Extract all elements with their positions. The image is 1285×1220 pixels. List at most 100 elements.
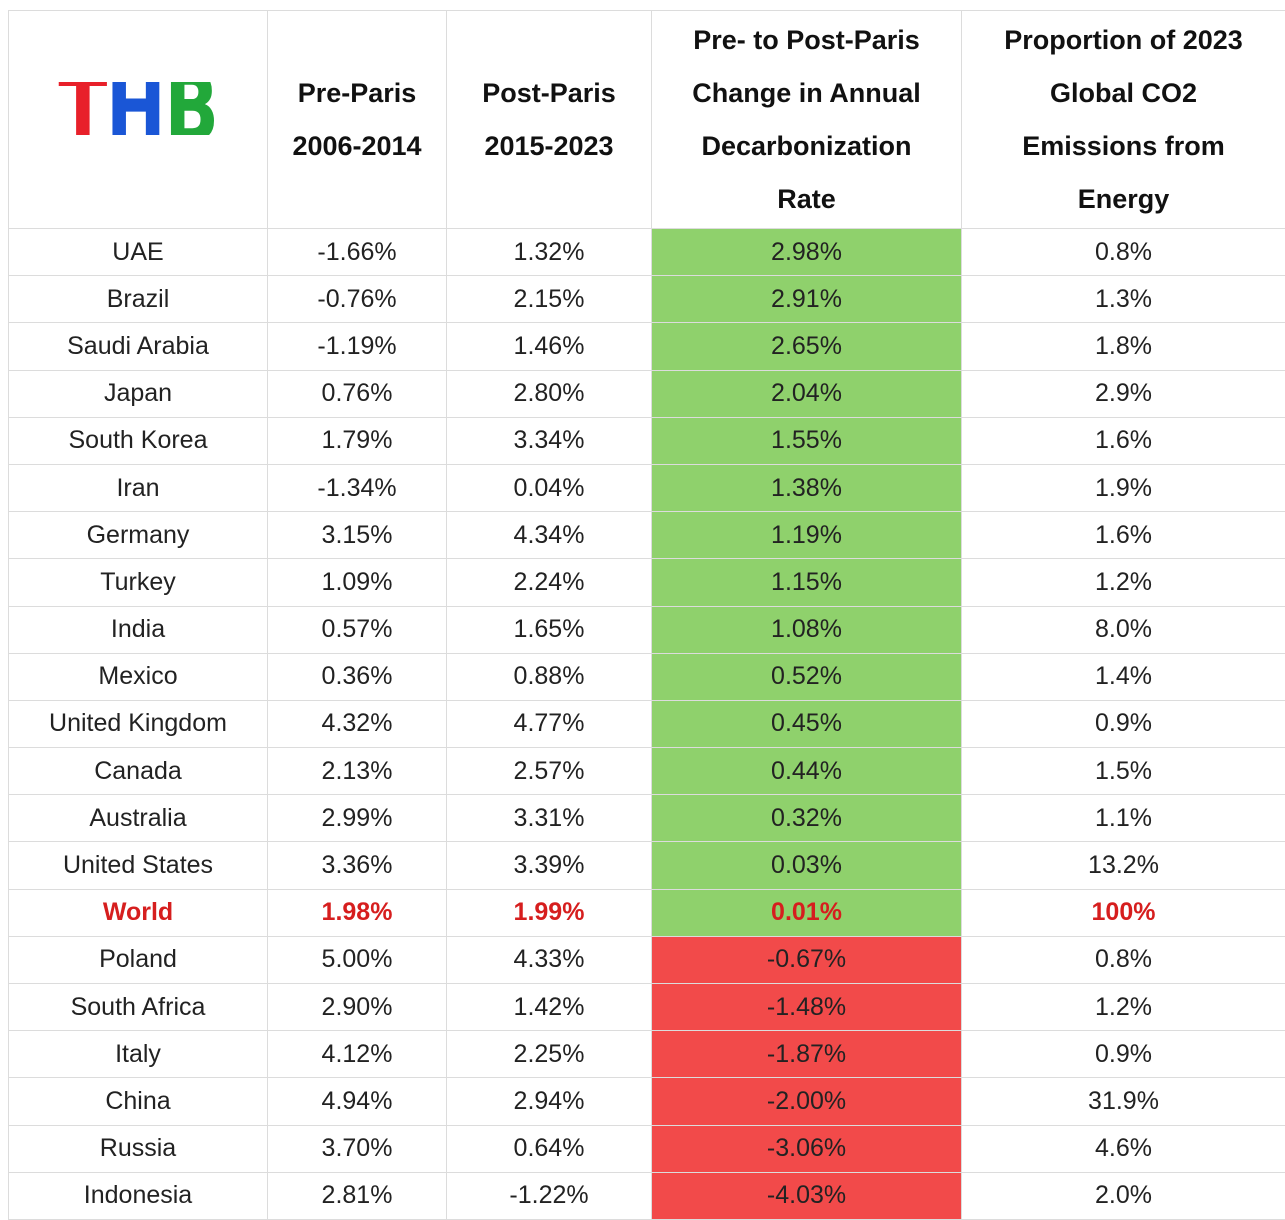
value-cell: 3.36% xyxy=(268,842,447,889)
country-cell: Indonesia xyxy=(9,1172,268,1219)
value-cell: 2.25% xyxy=(447,1031,652,1078)
value-cell: 4.6% xyxy=(962,1125,1285,1172)
value-cell: 1.98% xyxy=(268,889,447,936)
country-cell: South Korea xyxy=(9,417,268,464)
value-cell: 0.03% xyxy=(652,842,962,889)
value-cell: 1.2% xyxy=(962,984,1285,1031)
table-body: UAE-1.66%1.32%2.98%0.8%Brazil-0.76%2.15%… xyxy=(9,229,1285,1220)
value-cell: 0.64% xyxy=(447,1125,652,1172)
value-cell: 1.65% xyxy=(447,606,652,653)
value-cell: 1.5% xyxy=(962,748,1285,795)
country-cell: Canada xyxy=(9,748,268,795)
value-cell: 0.8% xyxy=(962,936,1285,983)
value-cell: 0.88% xyxy=(447,653,652,700)
value-cell: 2.9% xyxy=(962,370,1285,417)
value-cell: -0.67% xyxy=(652,936,962,983)
value-cell: 2.98% xyxy=(652,229,962,276)
country-cell: Turkey xyxy=(9,559,268,606)
value-cell: 1.4% xyxy=(962,653,1285,700)
value-cell: 0.8% xyxy=(962,229,1285,276)
value-cell: -1.66% xyxy=(268,229,447,276)
country-cell: Mexico xyxy=(9,653,268,700)
value-cell: 1.6% xyxy=(962,512,1285,559)
value-cell: 0.45% xyxy=(652,700,962,747)
country-cell: Russia xyxy=(9,1125,268,1172)
value-cell: -1.19% xyxy=(268,323,447,370)
value-cell: 2.94% xyxy=(447,1078,652,1125)
value-cell: 0.57% xyxy=(268,606,447,653)
value-cell: 1.08% xyxy=(652,606,962,653)
value-cell: 1.46% xyxy=(447,323,652,370)
value-cell: 1.6% xyxy=(962,417,1285,464)
value-cell: 1.32% xyxy=(447,229,652,276)
value-cell: 2.57% xyxy=(447,748,652,795)
value-cell: 2.13% xyxy=(268,748,447,795)
logo-cell: THB xyxy=(9,11,268,229)
value-cell: 1.38% xyxy=(652,464,962,511)
value-cell: 1.15% xyxy=(652,559,962,606)
column-header: Pre- to Post-Paris Change in Annual Deca… xyxy=(652,11,962,229)
value-cell: 4.34% xyxy=(447,512,652,559)
value-cell: 1.8% xyxy=(962,323,1285,370)
value-cell: -1.48% xyxy=(652,984,962,1031)
value-cell: 2.04% xyxy=(652,370,962,417)
country-cell: United Kingdom xyxy=(9,700,268,747)
value-cell: 2.0% xyxy=(962,1172,1285,1219)
country-cell: Japan xyxy=(9,370,268,417)
table-row: Brazil-0.76%2.15%2.91%1.3% xyxy=(9,276,1285,323)
value-cell: 5.00% xyxy=(268,936,447,983)
value-cell: 2.15% xyxy=(447,276,652,323)
value-cell: 13.2% xyxy=(962,842,1285,889)
value-cell: 0.01% xyxy=(652,889,962,936)
value-cell: 2.90% xyxy=(268,984,447,1031)
country-cell: South Africa xyxy=(9,984,268,1031)
country-cell: Germany xyxy=(9,512,268,559)
value-cell: 1.42% xyxy=(447,984,652,1031)
country-cell: Australia xyxy=(9,795,268,842)
value-cell: 8.0% xyxy=(962,606,1285,653)
value-cell: 3.70% xyxy=(268,1125,447,1172)
value-cell: 100% xyxy=(962,889,1285,936)
value-cell: 1.1% xyxy=(962,795,1285,842)
value-cell: 1.3% xyxy=(962,276,1285,323)
value-cell: 2.81% xyxy=(268,1172,447,1219)
country-cell: Poland xyxy=(9,936,268,983)
value-cell: 3.31% xyxy=(447,795,652,842)
value-cell: -1.34% xyxy=(268,464,447,511)
value-cell: 2.65% xyxy=(652,323,962,370)
column-header: Post-Paris 2015-2023 xyxy=(447,11,652,229)
value-cell: 1.55% xyxy=(652,417,962,464)
value-cell: 4.94% xyxy=(268,1078,447,1125)
column-header: Pre-Paris 2006-2014 xyxy=(268,11,447,229)
value-cell: 0.04% xyxy=(447,464,652,511)
value-cell: 0.44% xyxy=(652,748,962,795)
country-cell: India xyxy=(9,606,268,653)
value-cell: 1.09% xyxy=(268,559,447,606)
country-cell: Brazil xyxy=(9,276,268,323)
value-cell: 0.76% xyxy=(268,370,447,417)
value-cell: -1.22% xyxy=(447,1172,652,1219)
value-cell: 1.19% xyxy=(652,512,962,559)
table-row: Iran-1.34%0.04%1.38%1.9% xyxy=(9,464,1285,511)
value-cell: 31.9% xyxy=(962,1078,1285,1125)
value-cell: 1.2% xyxy=(962,559,1285,606)
value-cell: 2.99% xyxy=(268,795,447,842)
value-cell: 3.15% xyxy=(268,512,447,559)
column-header: Proportion of 2023 Global CO2 Emissions … xyxy=(962,11,1285,229)
country-cell: China xyxy=(9,1078,268,1125)
